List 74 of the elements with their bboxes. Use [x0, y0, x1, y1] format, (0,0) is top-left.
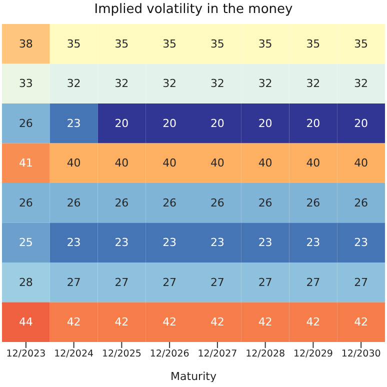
data-label: 40 [354, 156, 368, 170]
data-label: 23 [306, 236, 320, 250]
data-label: 32 [354, 77, 368, 90]
data-label: 40 [210, 156, 224, 170]
data-label: 32 [210, 77, 224, 90]
data-label: 20 [114, 116, 129, 130]
data-label: 42 [162, 316, 177, 329]
data-label: 26 [66, 196, 81, 210]
data-label: 44 [18, 316, 33, 329]
data-label: 35 [210, 37, 224, 50]
data-label: 27 [210, 276, 224, 289]
data-label: 40 [162, 156, 177, 170]
data-label: 23 [66, 236, 81, 250]
data-label: 32 [114, 77, 129, 90]
x-tick-label: 12/2024 [54, 348, 94, 360]
data-label: 27 [354, 276, 368, 289]
x-tick-label: 12/2025 [102, 348, 142, 360]
data-label: 40 [306, 156, 320, 170]
x-tick-label: 12/2026 [150, 348, 190, 360]
data-label: 26 [18, 196, 33, 210]
data-label: 32 [162, 77, 177, 90]
data-label: 35 [258, 37, 272, 50]
data-label: 35 [162, 37, 177, 50]
data-label: 42 [114, 316, 129, 329]
data-label: 41 [18, 156, 33, 170]
data-label: 26 [210, 196, 224, 210]
data-label: 40 [114, 156, 129, 170]
data-label: 42 [354, 316, 368, 329]
data-label: 20 [354, 116, 368, 130]
data-label: 26 [258, 196, 272, 210]
x-tick-label: 12/2023 [6, 348, 46, 360]
data-label: 23 [258, 236, 272, 250]
data-label: 23 [210, 236, 224, 250]
data-label: 35 [114, 37, 129, 50]
x-tick-label: 12/2029 [293, 348, 333, 360]
data-label: 33 [18, 77, 33, 90]
data-label: 40 [66, 156, 81, 170]
data-label: 27 [114, 276, 129, 289]
data-label: 42 [210, 316, 224, 329]
data-label: 23 [162, 236, 177, 250]
data-label: 27 [258, 276, 272, 289]
data-label: 20 [306, 116, 320, 130]
data-label: 32 [258, 77, 272, 90]
data-label: 35 [306, 37, 320, 50]
data-label: 27 [162, 276, 177, 289]
data-label: 27 [66, 276, 81, 289]
data-label: 26 [306, 196, 320, 210]
x-tick-label: 12/2028 [246, 348, 286, 360]
data-label: 26 [354, 196, 368, 210]
data-label: 23 [66, 116, 81, 130]
data-label: 32 [66, 77, 81, 90]
data-label: 25 [18, 236, 33, 250]
data-label: 42 [258, 316, 272, 329]
data-label: 42 [306, 316, 320, 329]
data-label: 20 [210, 116, 224, 130]
data-label: 27 [306, 276, 320, 289]
data-label: 23 [354, 236, 368, 250]
data-label: 32 [306, 77, 320, 90]
data-label: 26 [18, 116, 33, 130]
data-label: 26 [162, 196, 177, 210]
x-tick-label: 12/2030 [341, 348, 381, 360]
data-label: 38 [18, 37, 33, 50]
x-axis-title: Maturity [170, 370, 217, 383]
data-label: 28 [18, 276, 33, 289]
chart-title: Implied volatility in the money [93, 1, 294, 19]
data-label: 20 [162, 116, 177, 130]
data-label: 26 [114, 196, 129, 210]
data-label: 35 [354, 37, 368, 50]
data-label: 40 [258, 156, 272, 170]
data-label: 20 [258, 116, 272, 130]
data-label: 23 [114, 236, 129, 250]
x-tick-label: 12/2027 [198, 348, 238, 360]
data-label: 35 [66, 37, 81, 50]
data-label: 42 [66, 316, 81, 329]
